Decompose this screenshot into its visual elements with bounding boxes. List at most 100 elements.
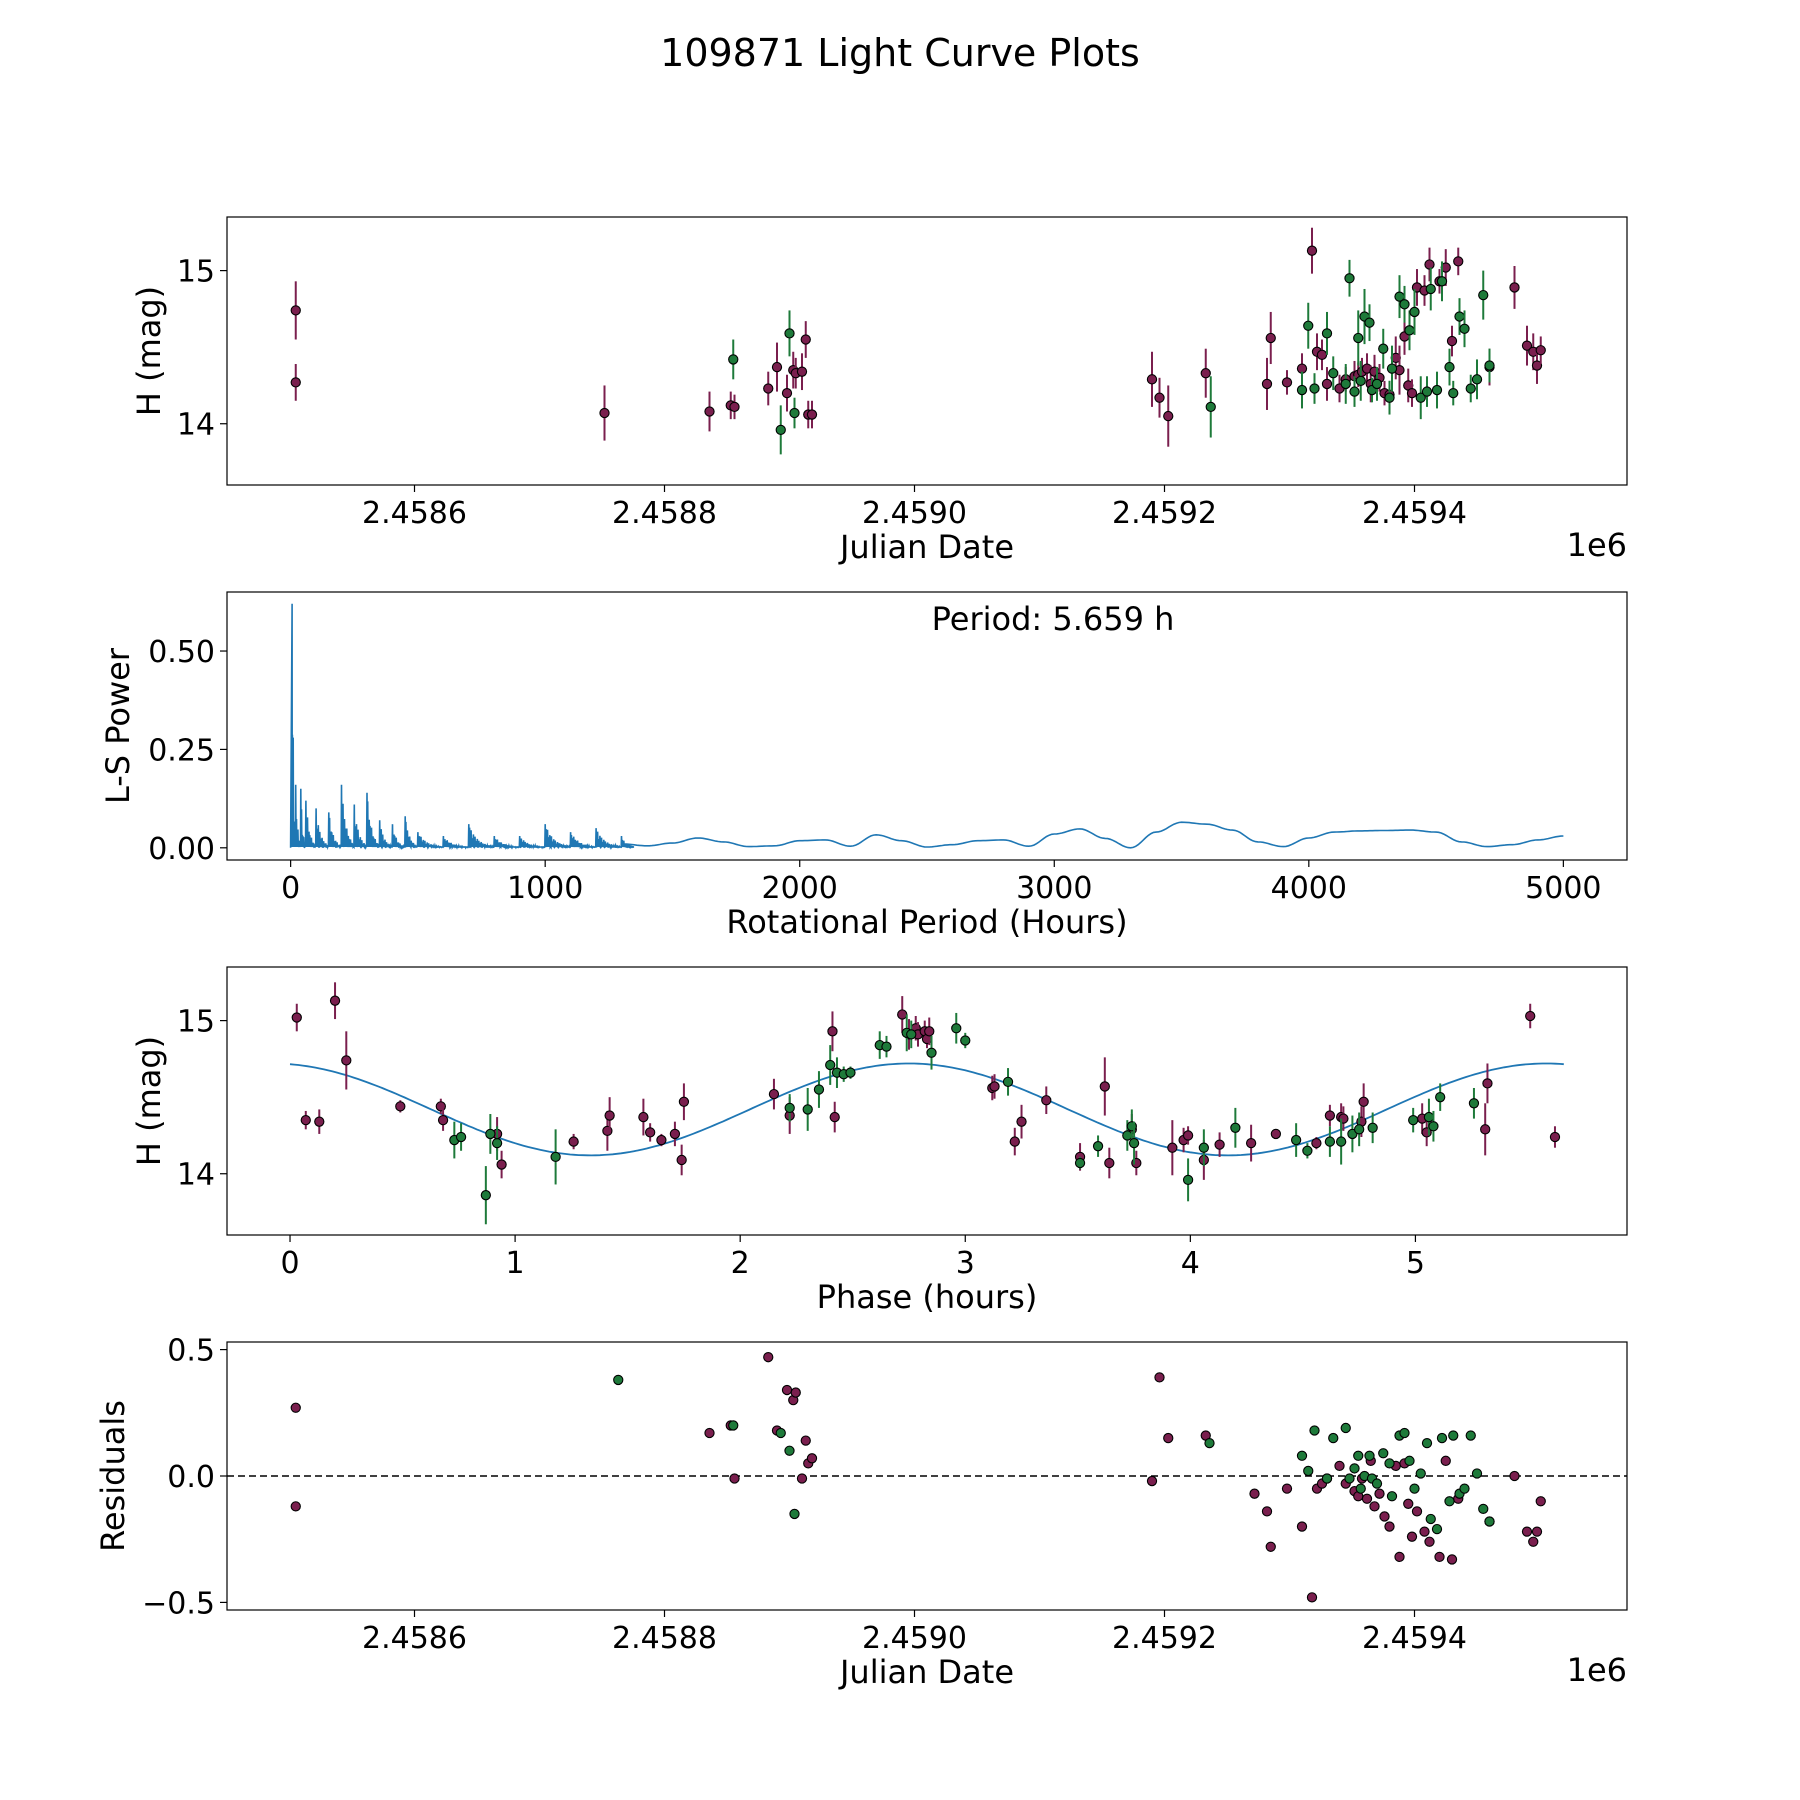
phase-fold-point [550,1151,561,1163]
phase-fold-point [291,1012,302,1023]
residuals-point [729,1473,740,1484]
residuals-y-tick-label: −0.5 [142,1586,215,1621]
light-curve-point [1146,374,1158,385]
residuals-x-label: Julian Date [838,1653,1014,1691]
periodogram-x-ticks: 0 1000 2000 3000 4000 5000 [281,860,1602,906]
residuals-point [1531,1526,1543,1537]
residuals-point [1404,1455,1415,1466]
residuals-point [781,1384,793,1396]
residuals-point [1371,1478,1383,1489]
phase-fold-point [491,1137,503,1149]
light-curve-point [771,361,783,373]
residuals-point [1204,1437,1215,1449]
light-curve-point [1484,360,1495,371]
phase-fold-point [924,1026,935,1037]
phase-fold-y-tick-label: 15 [177,1005,215,1040]
light-curve-point [1384,392,1395,403]
light-curve-point [784,328,795,339]
residuals-point [800,1435,811,1446]
phase-fold-point [989,1081,1000,1092]
residuals-point [1361,1493,1373,1504]
light-curve-point [1478,289,1489,301]
residuals-point [1399,1427,1410,1439]
periodogram-y-tick-label: 0.00 [148,832,215,867]
light-curve-point [1281,377,1293,388]
light-curve-point [1415,392,1426,403]
periodogram-x-tick-label: 0 [281,871,300,906]
periodogram-y-ticks: 0.00 0.25 0.50 [148,635,227,867]
phase-fold-point [568,1136,579,1147]
residuals-point [1344,1473,1355,1484]
phase-fold-point [638,1111,649,1123]
periodogram-frame [226,591,1628,861]
residuals-offset-text: 1e6 [1567,1651,1627,1689]
light-curve-y-tick-label: 14 [177,408,215,443]
periodogram-panel: 0 1000 2000 3000 4000 5000 0.00 0.25 0.50 Perio… [99,591,1628,941]
phase-fold-x-tick-label: 3 [956,1246,975,1281]
residuals-point [1403,1498,1414,1509]
light-curve-point [1321,378,1333,390]
periodogram-x-tick-label: 2000 [762,871,838,906]
residuals-point [1328,1432,1339,1444]
periodogram-y-tick-label: 0.25 [148,733,215,768]
residuals-point [1306,1592,1318,1603]
phase-fold-point [1324,1110,1336,1121]
residuals-point [1394,1551,1405,1563]
residuals-point [1440,1455,1451,1466]
light-curve-point [1316,349,1328,360]
phase-fold-point [897,1009,908,1020]
phase-fold-point [1074,1157,1086,1169]
residuals-point [1296,1521,1308,1532]
phase-fold-point [1214,1139,1225,1150]
phase-fold-point [1104,1157,1115,1169]
residuals-x-tick-label: 2.4586 [362,1621,467,1656]
light-curve-y-label: H (mag) [130,286,168,416]
light-curve-point [290,377,301,388]
phase-fold-x-label: Phase (hours) [817,1278,1038,1316]
light-curve-point [704,406,715,417]
light-curve-point [1265,332,1276,344]
phase-fold-point [496,1159,507,1170]
light-curve-point [1355,375,1366,387]
phase-fold-point [1122,1130,1133,1141]
periodogram-x-tick-label: 3000 [1016,871,1092,906]
phase-fold-point [1041,1095,1052,1106]
phase-fold-x-tick-label: 5 [1406,1246,1425,1281]
residuals-panel: 2.4586 2.4588 2.4590 2.4592 2.4594 −0.5 0.0 0.… [94,1334,1628,1691]
phase-fold-point [1128,1137,1140,1149]
phase-fold-point [1311,1137,1322,1149]
light-curve-point [1154,392,1165,403]
phase-fold-point [437,1114,449,1126]
light-curve-point [1436,276,1448,287]
residuals-marks [290,1352,1546,1603]
phase-fold-point [827,1026,838,1037]
phase-fold-x-tick-label: 1 [506,1246,525,1281]
residuals-point [763,1352,774,1363]
periodogram-x-tick-label: 5000 [1525,871,1601,906]
phase-fold-point [1182,1174,1194,1186]
residuals-point [1528,1536,1539,1547]
periodogram-annotation: Period: 5.659 h [932,600,1175,638]
phase-fold-point [881,1041,892,1052]
residuals-point [1406,1531,1418,1542]
light-curve-point [1421,386,1433,397]
residuals-point [1369,1501,1380,1512]
light-curve-x-tick-label: 2.4590 [862,496,967,531]
light-curve-point [1344,273,1355,284]
phase-fold-point [1354,1124,1365,1135]
phase-fold-point [1099,1081,1110,1092]
phase-fold-point [951,1023,962,1034]
residuals-point [1465,1430,1476,1441]
phase-fold-point [455,1131,467,1143]
light-curve-point [728,354,739,365]
light-curve-point [1303,320,1314,331]
light-curve-point [1465,383,1476,394]
phase-fold-point [341,1055,352,1066]
residuals-point [796,1473,808,1484]
phase-fold-x-tick-label: 2 [731,1246,750,1281]
phase-fold-panel: 0 1 2 3 4 5 14 15 Phase (hours) H (mag) [130,966,1628,1316]
light-curve-point [1340,378,1351,390]
periodogram-y-tick-label: 0.50 [148,635,215,670]
periodogram-line [289,603,1564,851]
residuals-point [1409,1483,1420,1494]
